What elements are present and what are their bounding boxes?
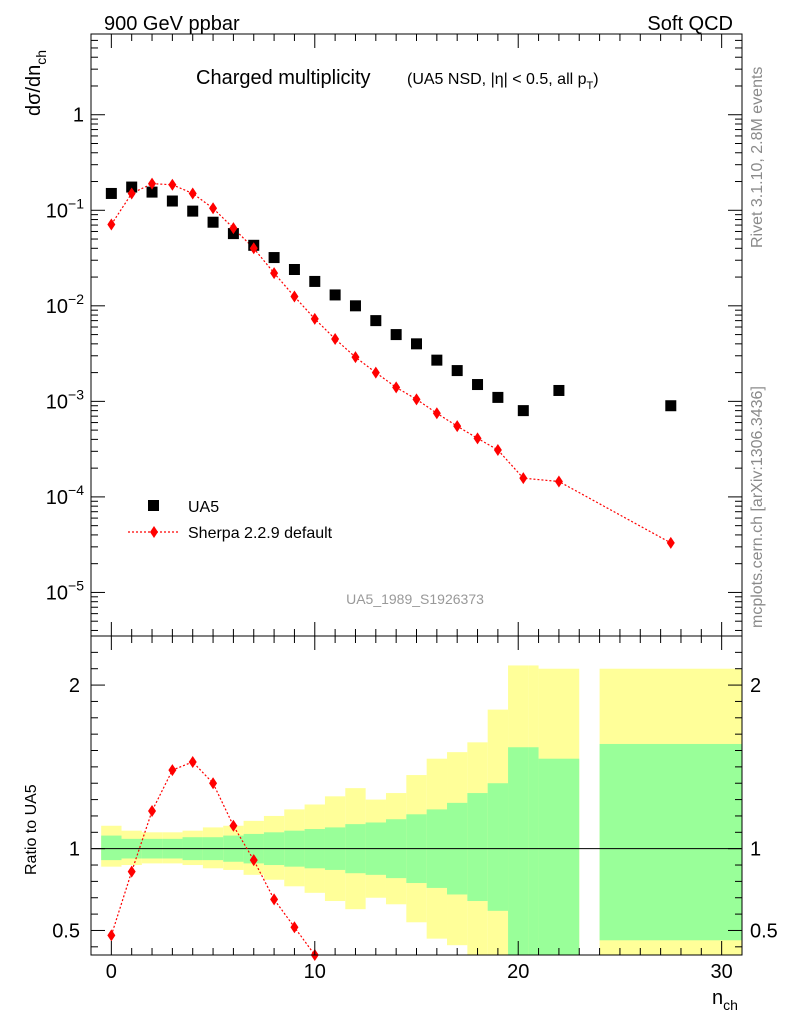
mcplots-label: mcplots.cern.ch [arXiv:1306.3436] <box>749 386 766 628</box>
ua5-point <box>517 405 529 417</box>
stat-band <box>467 793 488 902</box>
sherpa-point <box>554 475 563 488</box>
sherpa-point <box>351 351 360 364</box>
ua5-point <box>146 186 158 198</box>
ua5-point <box>370 315 382 327</box>
ratio-y-tick-label-left: 2 <box>69 675 80 697</box>
sherpa-point <box>249 242 258 255</box>
ratio-sherpa-line <box>110 761 316 956</box>
ratio-y-tick-label-left: 1 <box>69 839 80 861</box>
ratio-y-axis-label: Ratio to UA5 <box>23 784 40 875</box>
ua5-point <box>411 338 422 350</box>
sherpa-point <box>148 177 157 190</box>
sherpa-point <box>229 222 238 235</box>
sherpa-point <box>493 443 502 456</box>
sherpa-point <box>666 536 675 549</box>
sherpa-point <box>331 332 340 345</box>
ua5-point <box>472 379 484 391</box>
main-frame <box>90 33 743 637</box>
ratio-sherpa-point <box>270 893 279 906</box>
sherpa-point <box>392 381 401 394</box>
sherpa-point <box>310 312 319 325</box>
ua5-point <box>553 384 565 396</box>
sherpa-point <box>209 202 218 215</box>
stat-band <box>508 747 529 955</box>
sherpa-point <box>412 393 421 406</box>
ratio-y-tick-label-left: 0.5 <box>52 920 80 942</box>
stat-band <box>528 747 539 955</box>
y-tick-label: 1 <box>73 105 84 127</box>
ua5-point <box>329 289 341 301</box>
ua5-point <box>390 329 402 341</box>
ua5-point <box>492 391 504 403</box>
ua5-point <box>105 187 117 199</box>
y-tick-label: 10−3 <box>46 386 84 413</box>
stat-band <box>599 743 742 941</box>
ua5-point <box>431 354 443 366</box>
sherpa-point <box>107 218 116 231</box>
ua5-point <box>451 365 463 377</box>
sherpa-point <box>519 472 528 485</box>
sherpa-point <box>473 432 482 445</box>
ratio-sherpa-point <box>188 755 197 768</box>
ratio-y-tick-label-right: 2 <box>750 675 761 697</box>
ratio-y-tick-label-right: 0.5 <box>750 920 778 942</box>
ratio-sherpa-point <box>290 921 299 934</box>
ua5-point <box>309 275 321 287</box>
y-tick-label: 10−4 <box>46 482 84 509</box>
stat-band <box>538 758 580 955</box>
sherpa-point <box>127 187 136 200</box>
ua5-point <box>349 300 361 312</box>
legend-sherpa-marker <box>150 526 158 538</box>
ua5-point <box>665 400 677 412</box>
legend-ua5-label: UA5 <box>188 499 219 516</box>
sherpa-line <box>110 183 672 544</box>
sherpa-point <box>371 366 380 379</box>
sherpa-point <box>453 420 462 433</box>
legend-sherpa-label: Sherpa 2.2.9 default <box>188 525 333 542</box>
main-panel: Charged multiplicity (UA5 NSD, |η| < 0.5… <box>23 33 743 637</box>
ratio-sherpa-point <box>148 805 157 818</box>
y-tick-label: 10−1 <box>46 195 84 222</box>
ratio-sherpa-point <box>249 854 258 867</box>
ratio-y-tick-label-right: 1 <box>750 839 761 861</box>
sherpa-point <box>168 178 177 191</box>
category-label: Soft QCD <box>647 13 733 35</box>
sherpa-point <box>432 407 441 420</box>
x-tick-label: 10 <box>304 961 326 983</box>
ua5-point <box>207 216 219 228</box>
x-tick-label: 0 <box>106 961 117 983</box>
ratio-sherpa-point <box>168 764 177 777</box>
ratio-sherpa-point <box>209 777 218 790</box>
y-axis-label: dσ/dnch <box>23 50 49 116</box>
x-tick-label: 20 <box>507 961 529 983</box>
ratio-sherpa-point <box>229 819 238 832</box>
ua5-point <box>126 181 138 193</box>
ratio-sherpa-point <box>107 929 116 942</box>
sherpa-point <box>188 187 197 200</box>
y-tick-label: 10−2 <box>46 291 84 318</box>
plot-subtitle: (UA5 NSD, |η| < 0.5, all pT) <box>407 71 599 92</box>
ua5-point <box>166 195 178 207</box>
y-tick-label: 10−5 <box>46 577 84 604</box>
legend: UA5 Sherpa 2.2.9 default <box>128 499 333 542</box>
x-tick-label: 30 <box>711 961 733 983</box>
legend-ua5-marker <box>148 500 159 511</box>
sherpa-point <box>270 267 279 280</box>
ratio-frame <box>90 635 743 956</box>
ua5-point <box>288 263 300 275</box>
ua5-point <box>187 205 199 217</box>
ratio-sherpa-point <box>127 865 136 878</box>
rivet-label: Rivet 3.1.10, 2.8M events <box>749 67 766 248</box>
x-axis-label: nch <box>712 987 738 1013</box>
ratio-panel: 0 10 20 30 0.5 0.5 1 1 2 2 Ratio to UA5 nch <box>23 635 778 1013</box>
plot-title: Charged multiplicity <box>196 67 371 89</box>
analysis-watermark: UA5_1989_S1926373 <box>346 591 484 607</box>
stat-band <box>101 835 122 861</box>
energy-label: 900 GeV ppbar <box>104 13 240 35</box>
ua5-point <box>268 252 280 264</box>
stat-band <box>487 783 509 911</box>
sherpa-point <box>290 290 299 303</box>
